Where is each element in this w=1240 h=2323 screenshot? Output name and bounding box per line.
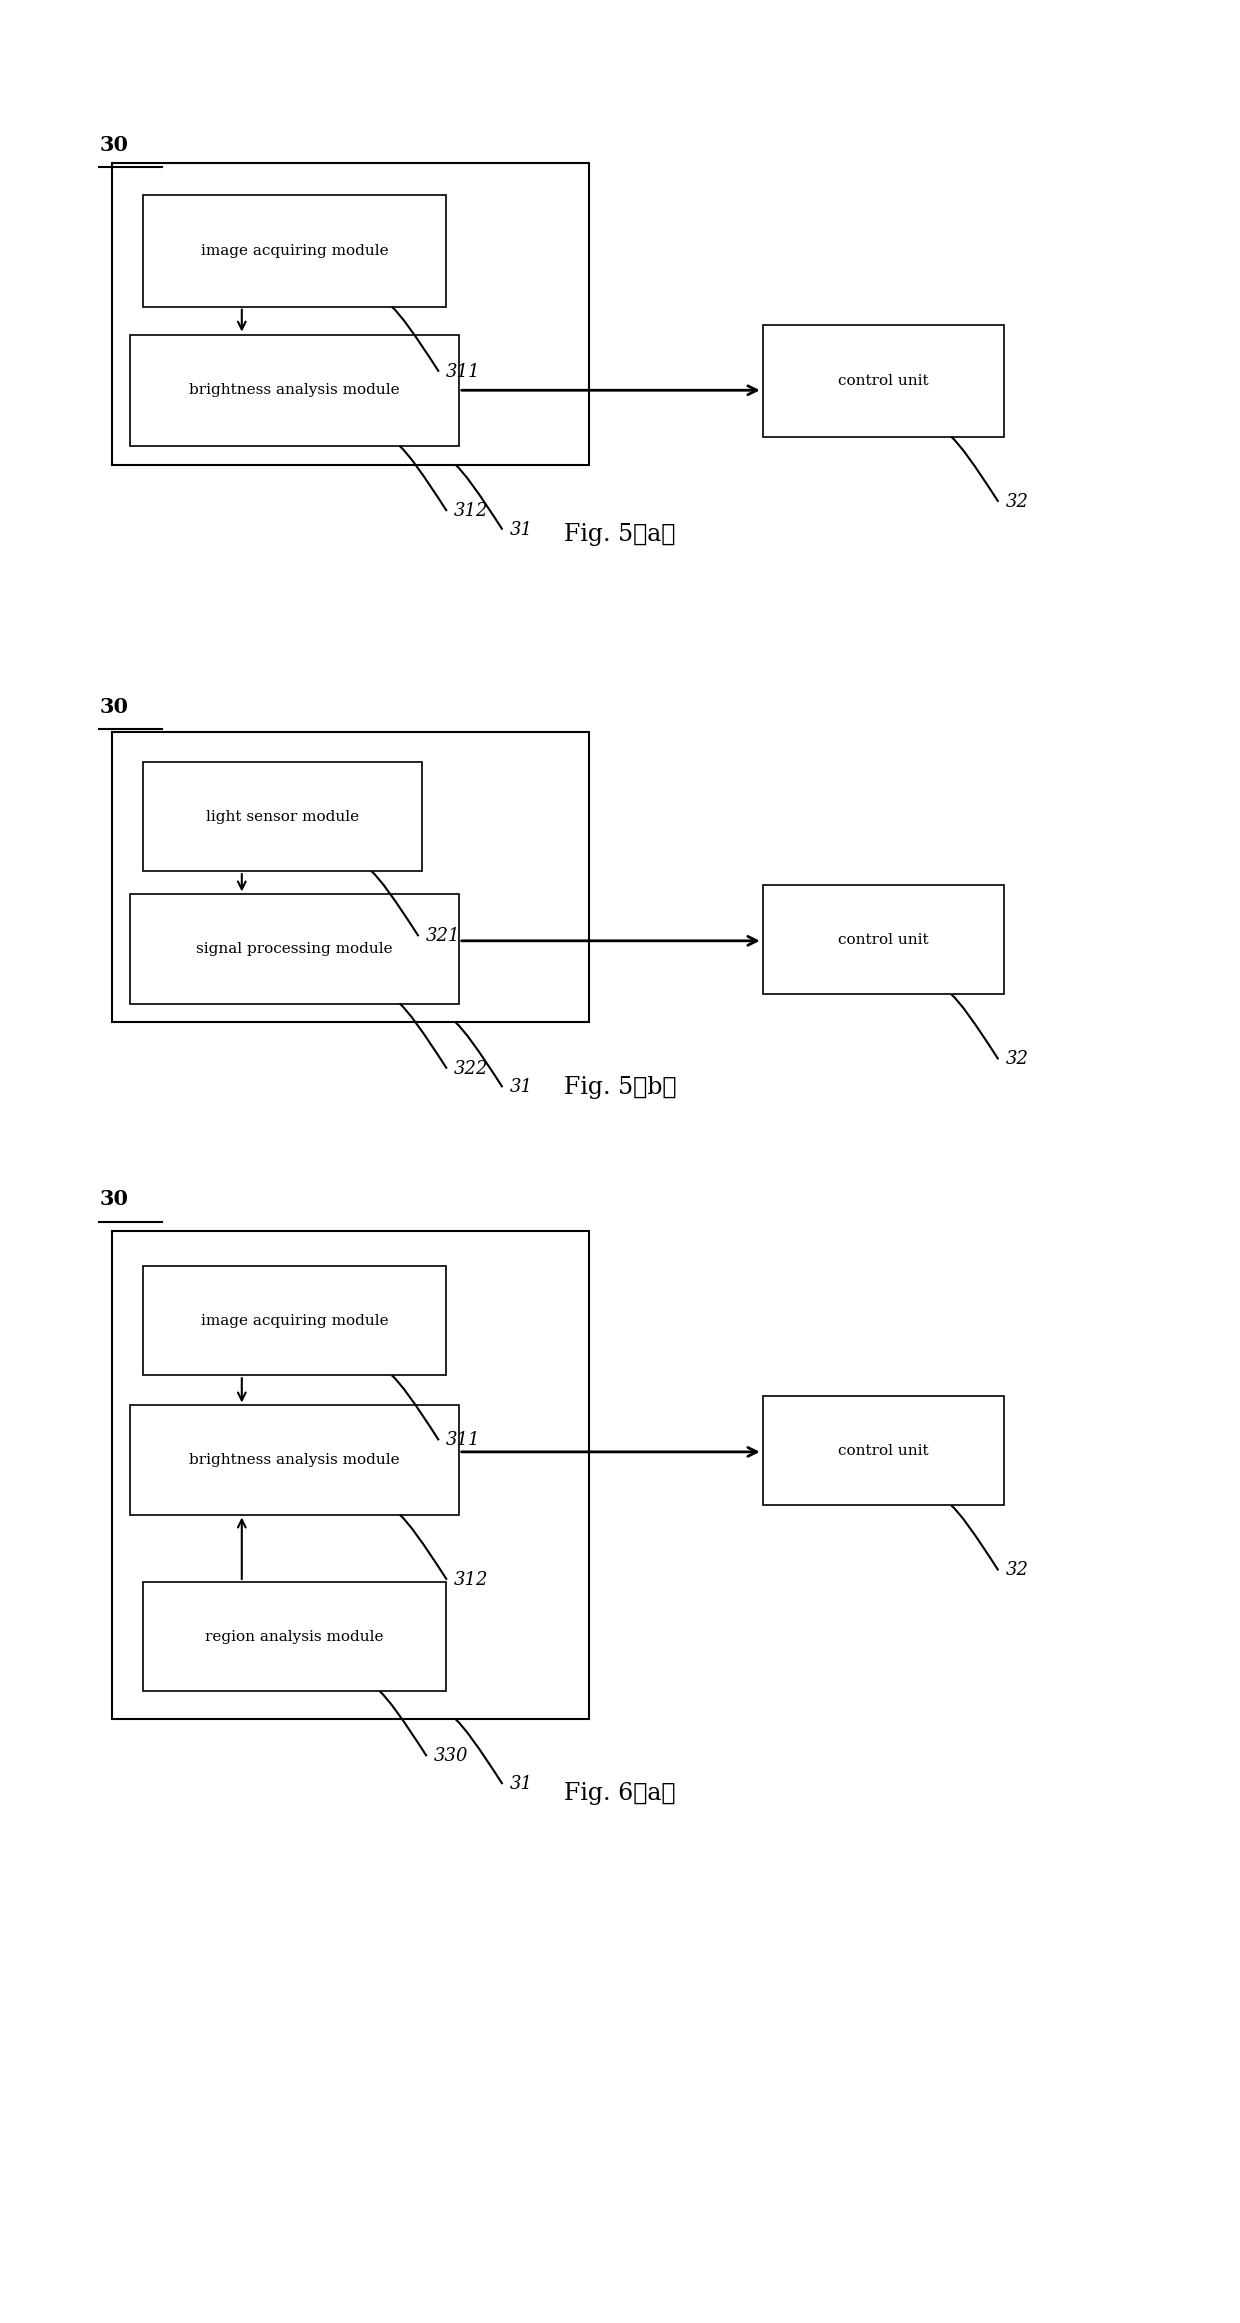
Text: 32: 32: [1006, 1561, 1029, 1580]
Bar: [130, 335, 459, 446]
Text: image acquiring module: image acquiring module: [201, 244, 388, 258]
Text: 32: 32: [1006, 492, 1029, 511]
Bar: [130, 894, 459, 1004]
Text: 30: 30: [99, 697, 128, 718]
Text: 330: 330: [434, 1747, 469, 1765]
Text: control unit: control unit: [838, 374, 929, 388]
Text: region analysis module: region analysis module: [206, 1628, 383, 1645]
Text: Fig. 6（a）: Fig. 6（a）: [564, 1782, 676, 1805]
Bar: [112, 163, 589, 465]
Bar: [763, 325, 1004, 437]
Text: light sensor module: light sensor module: [206, 808, 358, 825]
Text: 32: 32: [1006, 1050, 1029, 1069]
Text: Fig. 5（b）: Fig. 5（b）: [564, 1076, 676, 1099]
Text: brightness analysis module: brightness analysis module: [190, 383, 399, 397]
Bar: [763, 1396, 1004, 1505]
Bar: [143, 1266, 446, 1375]
Text: brightness analysis module: brightness analysis module: [190, 1452, 399, 1468]
Text: 30: 30: [99, 135, 128, 156]
Text: Fig. 5（a）: Fig. 5（a）: [564, 523, 676, 546]
Bar: [130, 1405, 459, 1515]
Text: 312: 312: [454, 502, 489, 520]
Text: signal processing module: signal processing module: [196, 941, 393, 957]
Text: 31: 31: [510, 1775, 533, 1793]
Text: 30: 30: [99, 1189, 128, 1210]
Text: 321: 321: [427, 927, 460, 945]
Text: 322: 322: [454, 1059, 489, 1078]
Bar: [112, 1231, 589, 1719]
Text: 311: 311: [446, 362, 481, 381]
Bar: [143, 195, 446, 307]
Bar: [143, 1582, 446, 1691]
Text: 31: 31: [510, 1078, 533, 1096]
Text: image acquiring module: image acquiring module: [201, 1312, 388, 1329]
Text: 312: 312: [454, 1570, 489, 1589]
Text: 31: 31: [510, 520, 533, 539]
Bar: [143, 762, 422, 871]
Text: control unit: control unit: [838, 1443, 929, 1459]
Bar: [763, 885, 1004, 994]
Bar: [112, 732, 589, 1022]
Text: 311: 311: [446, 1431, 481, 1450]
Text: control unit: control unit: [838, 932, 929, 948]
